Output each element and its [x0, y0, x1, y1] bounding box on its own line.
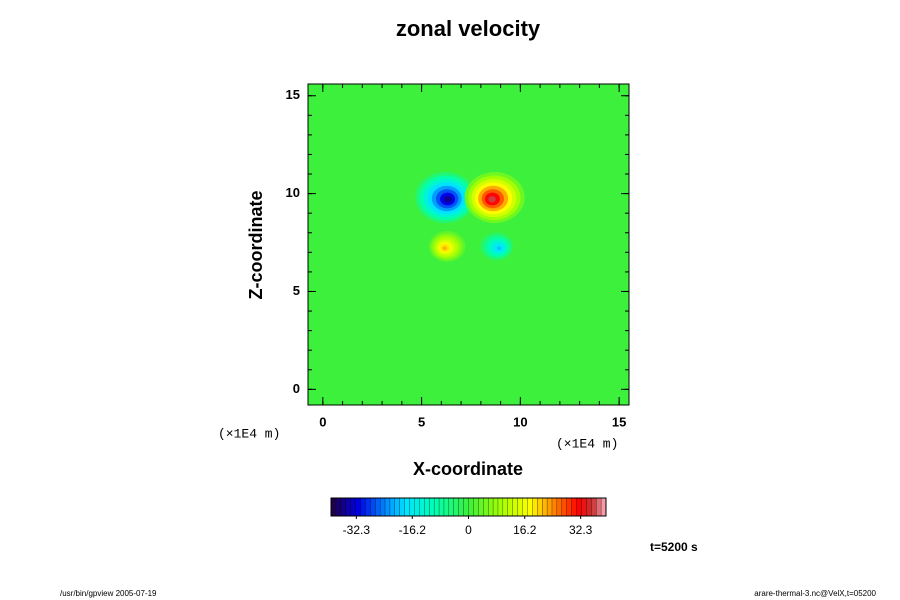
- colorbar-swatch: [532, 497, 538, 517]
- x-tick-label: 10: [513, 414, 527, 429]
- colorbar-swatch: [424, 497, 430, 517]
- colorbar-swatch: [433, 497, 440, 517]
- colorbar-swatch: [458, 497, 465, 517]
- colorbar-swatch: [330, 497, 337, 517]
- colorbar-swatch: [394, 497, 401, 517]
- plot-background: [308, 84, 629, 405]
- plot-frame: [307, 83, 630, 406]
- contour-fill: [444, 196, 452, 203]
- colorbar-swatch: [537, 497, 543, 517]
- colorbar-swatch: [443, 497, 450, 517]
- colorbar-swatch: [350, 497, 357, 517]
- field-feature: [479, 232, 514, 261]
- contour-fill: [442, 246, 447, 251]
- y-tick-label: 15: [286, 87, 300, 102]
- colorbar-swatch: [566, 497, 573, 517]
- colorbar-swatch: [478, 497, 484, 517]
- time-annotation: t=5200 s: [650, 540, 698, 554]
- colorbar-swatch: [522, 497, 528, 517]
- colorbar-swatch: [561, 497, 568, 517]
- colorbar-swatch: [355, 497, 361, 517]
- colorbar-swatch: [379, 497, 386, 517]
- field-feature: [415, 172, 476, 224]
- colorbar-swatch: [576, 497, 582, 517]
- chart-title: zonal velocity: [396, 16, 541, 41]
- x-tick-label: 0: [319, 414, 326, 429]
- colorbar-swatch: [409, 497, 415, 517]
- colorbar-swatch: [365, 497, 371, 517]
- colorbar-swatch: [414, 497, 420, 517]
- colorbar-swatch: [468, 497, 474, 517]
- colorbar-swatch: [360, 497, 366, 517]
- colorbar-swatch: [517, 497, 523, 517]
- colorbar-swatch: [492, 497, 499, 517]
- contour-fill: [488, 196, 496, 203]
- colorbar-swatch: [586, 497, 592, 517]
- colorbar-swatch: [551, 497, 558, 517]
- colorbar-swatch: [483, 497, 489, 517]
- field-feature: [428, 230, 466, 263]
- colorbar-swatch: [473, 497, 479, 517]
- colorbar-swatch: [384, 497, 391, 517]
- colorbar-swatch: [419, 497, 425, 517]
- colorbar-swatch: [389, 497, 396, 517]
- colorbar-swatch: [502, 497, 509, 517]
- footer-right: arare-thermal-3.nc@VelX,t=05200: [754, 589, 876, 598]
- colorbar-tick-label: 32.3: [569, 523, 593, 537]
- colorbar-swatch: [375, 497, 381, 517]
- x-tick-label: 15: [612, 414, 626, 429]
- colorbar-tick-label: 0: [465, 523, 472, 537]
- colorbar-swatch: [497, 497, 504, 517]
- colorbar-swatch: [370, 497, 376, 517]
- colorbar-swatch: [487, 497, 494, 517]
- colorbar-swatch: [340, 497, 347, 517]
- colorbar-swatch: [546, 497, 553, 517]
- colorbar-swatch: [591, 497, 597, 517]
- colorbar-swatch: [463, 497, 469, 517]
- colorbar-swatch: [596, 497, 602, 517]
- colorbar-swatch: [438, 497, 445, 517]
- colorbar-swatch: [345, 497, 352, 517]
- y-tick-label: 0: [293, 381, 300, 396]
- colorbar-swatch: [453, 497, 460, 517]
- colorbar-swatch: [581, 497, 587, 517]
- x-unit: (×1E4 m): [556, 436, 618, 451]
- colorbar-tick-label: 16.2: [513, 523, 537, 537]
- colorbar-swatch: [507, 497, 514, 517]
- footer-left: /usr/bin/gpview 2005-07-19: [60, 589, 157, 598]
- y-tick-label: 5: [293, 283, 300, 298]
- colorbar-swatch: [512, 497, 519, 517]
- colorbar-swatch: [429, 497, 435, 517]
- field-feature: [464, 172, 525, 224]
- y-tick-label: 10: [286, 185, 300, 200]
- y-axis-label: Z-coordinate: [246, 190, 266, 299]
- colorbar-swatch: [556, 497, 563, 517]
- x-axis-label: X-coordinate: [413, 459, 523, 479]
- contour-fill: [497, 246, 502, 250]
- field: [415, 172, 525, 263]
- colorbar-swatch: [571, 497, 577, 517]
- y-unit: (×1E4 m): [218, 426, 280, 441]
- colorbar-swatch: [404, 497, 411, 517]
- colorbar-swatch: [399, 497, 406, 517]
- colorbar-swatch: [542, 497, 548, 517]
- colorbar-tick-label: -16.2: [399, 523, 427, 537]
- colorbar-tick-label: -32.3: [343, 523, 371, 537]
- colorbar-swatch: [448, 497, 455, 517]
- colorbar-swatch: [527, 497, 533, 517]
- x-tick-label: 5: [418, 414, 425, 429]
- colorbar-swatch: [335, 497, 342, 517]
